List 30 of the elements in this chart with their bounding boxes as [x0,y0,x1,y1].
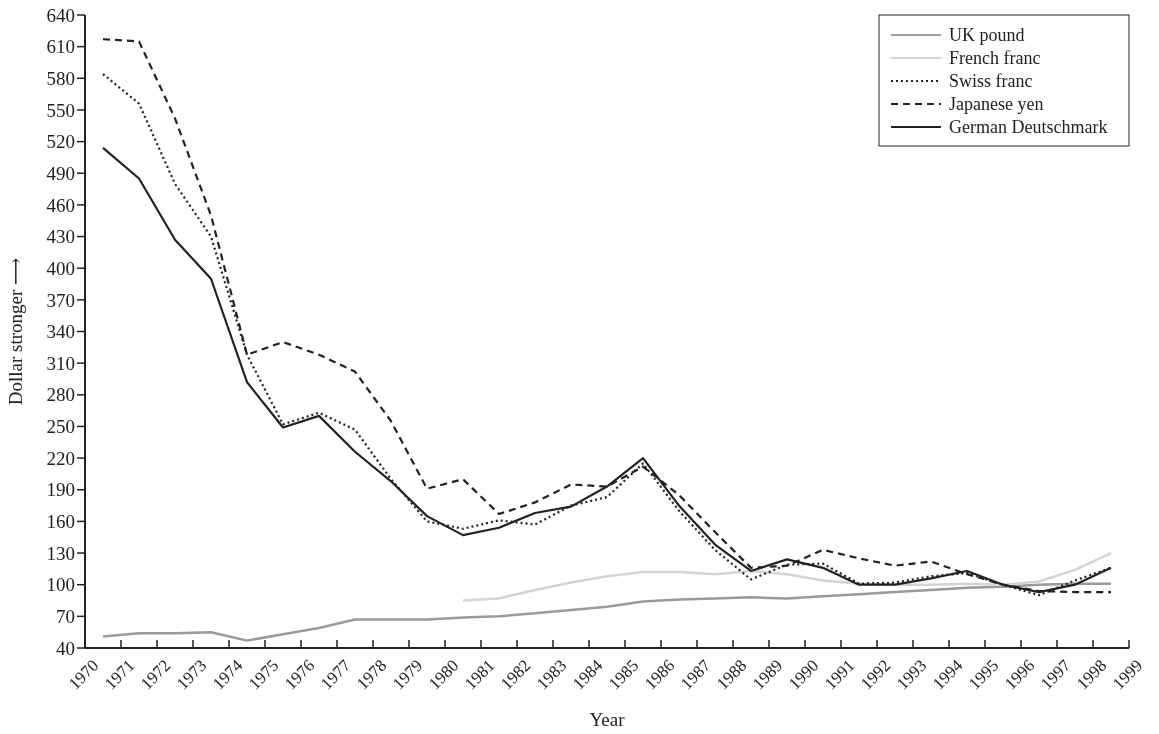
y-tick-label: 130 [46,542,75,564]
y-tick-label: 220 [46,447,75,469]
y-tick-label: 550 [46,99,75,121]
y-tick-label: 490 [46,162,75,184]
y-axis-title: Dollar stronger ⟶ [5,257,26,406]
y-tick-label: 160 [46,511,75,533]
y-tick-label: 250 [46,416,75,438]
y-tick-label: 580 [46,67,75,89]
y-tick-label: 520 [46,131,75,153]
y-tick-label: 460 [46,194,75,216]
y-tick-label: 640 [46,4,75,26]
y-tick-label: 340 [46,321,75,343]
legend-label: French franc [949,48,1041,69]
legend-label: German Deutschmark [949,117,1108,138]
y-tick-label: 610 [46,36,75,58]
line-series [101,582,1113,642]
y-tick-label: 70 [56,606,75,627]
x-axis-title: Year [589,709,626,730]
line-series [461,551,1113,602]
y-tick-label: 190 [46,479,75,501]
y-tick-label: 370 [46,289,75,311]
y-tick-label: 40 [56,637,75,659]
y-tick-label: 310 [46,352,75,374]
y-tick-label: 430 [46,226,75,248]
y-tick-label: 400 [46,257,75,279]
y-tick-label: 100 [46,574,75,596]
legend-label: Japanese yen [949,94,1044,115]
y-tick-label: 280 [46,384,75,406]
legend-label: UK pound [949,25,1025,46]
legend-label: Swiss franc [949,71,1033,92]
